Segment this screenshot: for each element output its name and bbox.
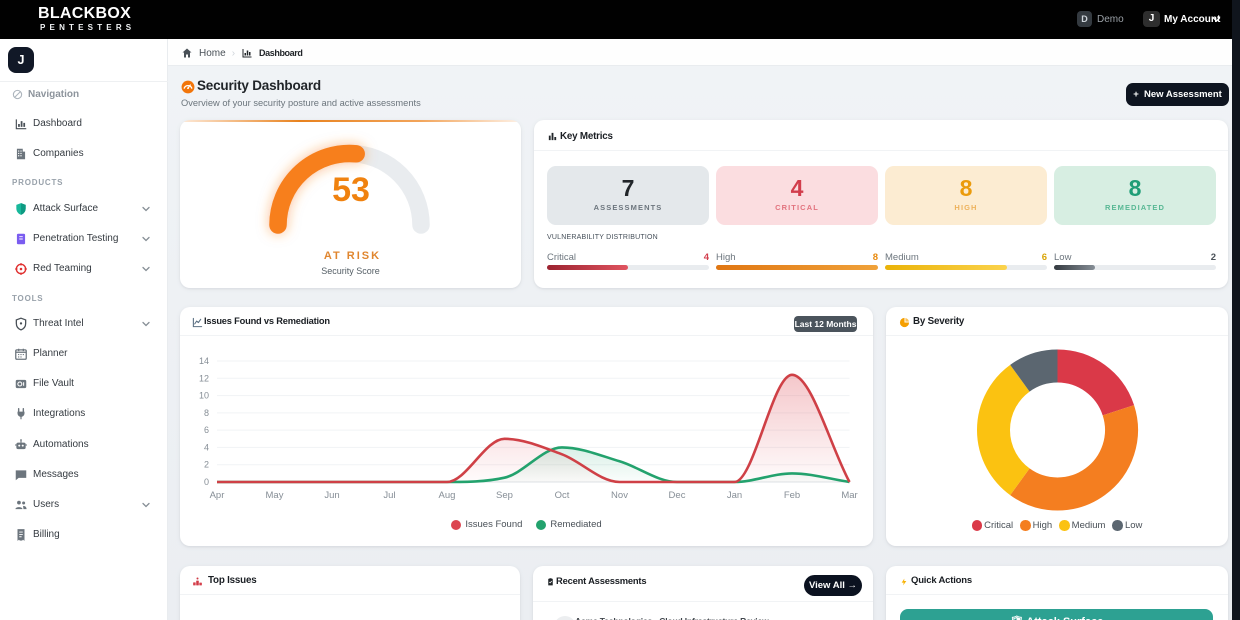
svg-text:6: 6	[204, 425, 209, 435]
svg-text:8: 8	[204, 408, 209, 418]
svg-text:12: 12	[199, 373, 209, 383]
svg-text:Jul: Jul	[383, 490, 395, 501]
svg-text:Nov: Nov	[611, 490, 628, 501]
svg-text:Dec: Dec	[669, 490, 686, 501]
svg-text:Feb: Feb	[784, 490, 800, 501]
svg-text:10: 10	[199, 391, 209, 401]
svg-text:2: 2	[204, 460, 209, 470]
svg-text:Apr: Apr	[210, 490, 225, 501]
svg-text:Mar: Mar	[841, 490, 857, 501]
svg-text:Jun: Jun	[324, 490, 339, 501]
svg-text:Sep: Sep	[496, 490, 513, 501]
svg-text:14: 14	[199, 356, 209, 366]
svg-text:May: May	[266, 490, 284, 501]
svg-text:4: 4	[204, 442, 209, 452]
svg-text:Jan: Jan	[727, 490, 742, 501]
svg-text:Aug: Aug	[439, 490, 456, 501]
svg-text:0: 0	[204, 477, 209, 487]
svg-text:Oct: Oct	[555, 490, 570, 501]
